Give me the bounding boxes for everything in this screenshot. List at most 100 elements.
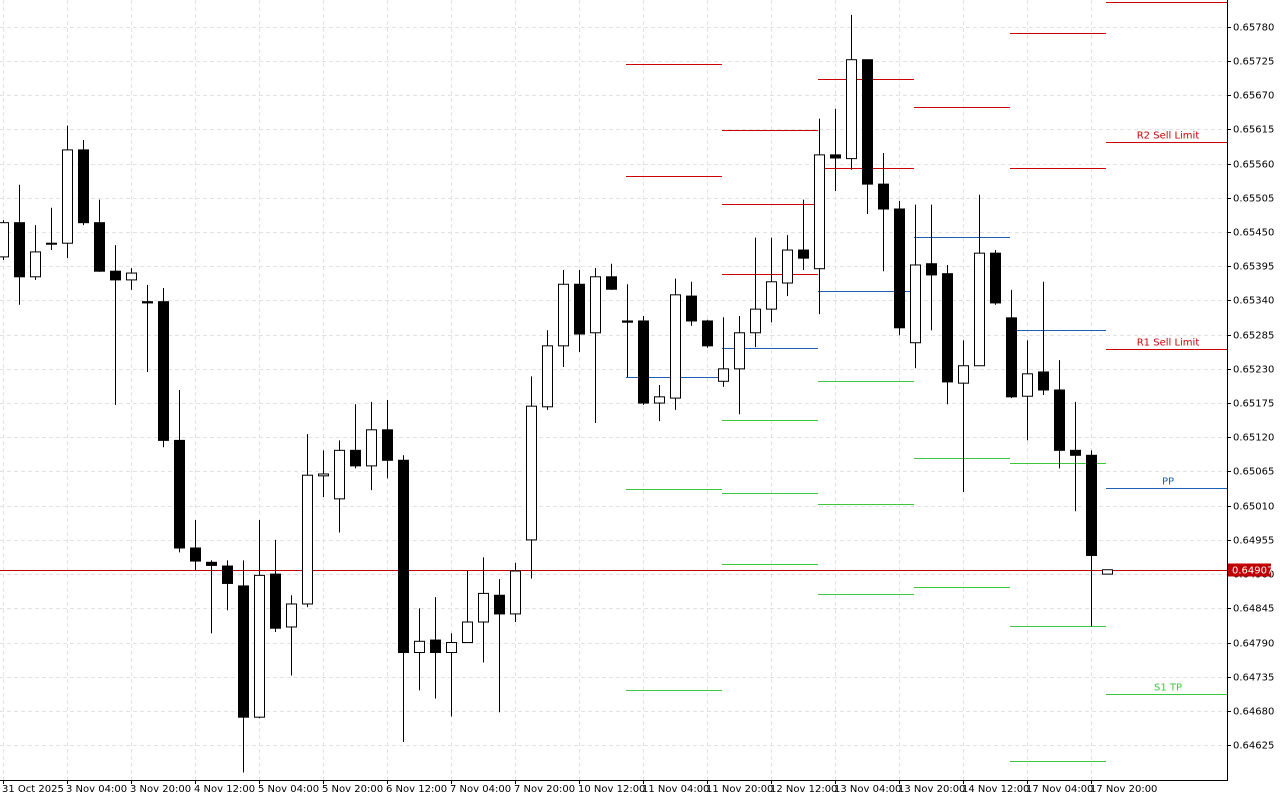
x-tick-label: 5 Nov 04:00 bbox=[258, 784, 319, 795]
y-tick-label: 0.64955 bbox=[1233, 536, 1274, 547]
candle-body bbox=[734, 332, 745, 370]
candle-body bbox=[46, 242, 57, 245]
y-tick-label: 0.64735 bbox=[1233, 673, 1274, 684]
y-tick-label: 0.65230 bbox=[1233, 365, 1274, 376]
y-tick-label: 0.65010 bbox=[1233, 502, 1274, 513]
candle-body bbox=[30, 251, 41, 278]
candle-body bbox=[1054, 389, 1065, 451]
candle-body bbox=[158, 301, 169, 441]
candle-body bbox=[814, 154, 825, 270]
pivot-levels: R2 Sell Limit R1 Sell Limit PP S1 TP bbox=[0, 2, 1227, 762]
candle-body bbox=[1038, 371, 1049, 391]
support-label: S1 TP bbox=[1154, 683, 1182, 694]
x-tick-label: 5 Nov 20:00 bbox=[322, 784, 383, 795]
y-tick-label: 0.65120 bbox=[1233, 433, 1274, 444]
candle-body bbox=[878, 183, 889, 210]
candle-body bbox=[14, 222, 25, 278]
pivot-label: PP bbox=[1162, 477, 1174, 488]
candle-body bbox=[926, 263, 937, 276]
x-tick-label: 3 Nov 04:00 bbox=[66, 784, 127, 795]
candle-body bbox=[286, 603, 297, 628]
candle-body bbox=[750, 308, 761, 334]
candle-body bbox=[0, 222, 9, 258]
x-tick-label: 14 Nov 12:00 bbox=[962, 784, 1029, 795]
candle-body bbox=[270, 573, 281, 629]
candle-body bbox=[398, 459, 409, 653]
candle-body bbox=[382, 429, 393, 461]
candle-body bbox=[782, 249, 793, 284]
candle-body bbox=[638, 320, 649, 404]
candle-body bbox=[238, 585, 249, 718]
candle-body bbox=[142, 301, 153, 304]
candles bbox=[0, 14, 1113, 773]
x-tick-label: 7 Nov 20:00 bbox=[514, 784, 575, 795]
y-tick-label: 0.65780 bbox=[1233, 23, 1274, 34]
x-tick-label: 6 Nov 12:00 bbox=[386, 784, 447, 795]
candle-body bbox=[766, 281, 777, 310]
y-tick-label: 0.65065 bbox=[1233, 467, 1274, 478]
x-tick-label: 3 Nov 20:00 bbox=[130, 784, 191, 795]
y-tick-label: 0.65725 bbox=[1233, 57, 1274, 68]
candle-body bbox=[718, 368, 729, 382]
y-tick-label: 0.64790 bbox=[1233, 639, 1274, 650]
x-tick-label: 13 Nov 20:00 bbox=[898, 784, 965, 795]
candle-body bbox=[942, 273, 953, 383]
candle-body bbox=[622, 320, 633, 323]
candle-body bbox=[990, 252, 1001, 304]
candle-body bbox=[350, 449, 361, 467]
candle-body bbox=[1006, 317, 1017, 398]
y-tick-label: 0.64845 bbox=[1233, 604, 1274, 615]
y-tick-label: 0.65340 bbox=[1233, 296, 1274, 307]
candle-body bbox=[1102, 569, 1113, 575]
candle-body bbox=[462, 621, 473, 644]
y-tick-label: 0.65175 bbox=[1233, 399, 1274, 410]
current-price-label: 0.64907 bbox=[1232, 566, 1273, 577]
candle-body bbox=[366, 429, 377, 467]
candle-body bbox=[894, 208, 905, 329]
y-tick-label: 0.64680 bbox=[1233, 707, 1274, 718]
y-tick-label: 0.65450 bbox=[1233, 228, 1274, 239]
candle-body bbox=[958, 365, 969, 384]
candle-body bbox=[558, 283, 569, 347]
current-price-box bbox=[1228, 563, 1271, 577]
candle-body bbox=[478, 592, 489, 623]
candle-body bbox=[606, 276, 617, 290]
candle-body bbox=[1086, 454, 1097, 556]
candle-body bbox=[670, 294, 681, 399]
y-tick-label: 0.65395 bbox=[1233, 262, 1274, 273]
candle-body bbox=[542, 345, 553, 408]
candle-body bbox=[574, 283, 585, 335]
candle-body bbox=[78, 149, 89, 224]
x-tick-label: 4 Nov 12:00 bbox=[194, 784, 255, 795]
y-tick-label: 0.64625 bbox=[1233, 741, 1274, 752]
x-tick-label: 12 Nov 12:00 bbox=[770, 784, 837, 795]
y-tick-label: 0.65505 bbox=[1233, 194, 1274, 205]
candle-body bbox=[110, 270, 121, 281]
candle-body bbox=[62, 149, 73, 244]
x-tick-label: 13 Nov 04:00 bbox=[834, 784, 901, 795]
resistance-label: R1 Sell Limit bbox=[1137, 338, 1200, 349]
candle-body bbox=[510, 570, 521, 615]
x-tick-label: 11 Nov 04:00 bbox=[642, 784, 709, 795]
x-tick-label: 11 Nov 20:00 bbox=[706, 784, 773, 795]
candle-body bbox=[526, 405, 537, 541]
candle-body bbox=[94, 222, 105, 272]
candle-body bbox=[830, 154, 841, 159]
candle-body bbox=[254, 574, 265, 718]
candle-body bbox=[590, 276, 601, 334]
candle-body bbox=[334, 449, 345, 500]
candle-body bbox=[222, 565, 233, 584]
candle-body bbox=[494, 594, 505, 615]
candle-body bbox=[446, 642, 457, 653]
candle-body bbox=[174, 439, 185, 549]
x-tick-label: 17 Nov 20:00 bbox=[1090, 784, 1157, 795]
x-tick-label: 7 Nov 04:00 bbox=[450, 784, 511, 795]
candle-body bbox=[414, 640, 425, 653]
y-tick-label: 0.65615 bbox=[1233, 125, 1274, 136]
candle-body bbox=[1022, 373, 1033, 397]
candle-body bbox=[430, 639, 441, 653]
x-tick-label: 17 Nov 04:00 bbox=[1026, 784, 1093, 795]
candle-body bbox=[910, 264, 921, 344]
